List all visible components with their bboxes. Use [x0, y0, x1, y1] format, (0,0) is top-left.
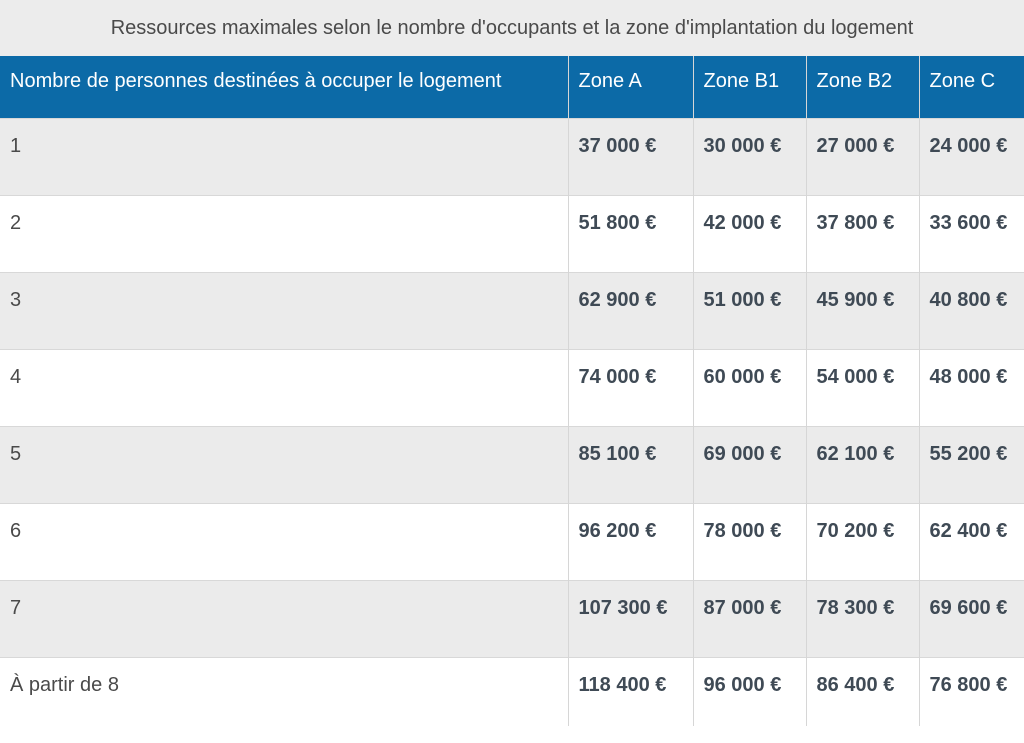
- header-zone-c: Zone C: [918, 56, 1024, 118]
- zone-c-cell: 76 800 €: [918, 656, 1024, 726]
- persons-cell: À partir de 8: [0, 656, 568, 726]
- table-body: 1 37 000 € 30 000 € 27 000 € 24 000 € 2 …: [0, 117, 1024, 726]
- zone-a-cell: 107 300 €: [567, 579, 693, 657]
- zone-a-cell: 118 400 €: [567, 656, 693, 726]
- zone-b1-cell: 51 000 €: [692, 271, 806, 349]
- zone-b2-cell: 70 200 €: [805, 502, 919, 580]
- table-header: Nombre de personnes destinées à occuper …: [0, 56, 1024, 118]
- zone-b1-cell: 78 000 €: [692, 502, 806, 580]
- table-row: 4 74 000 € 60 000 € 54 000 € 48 000 €: [0, 348, 1024, 426]
- persons-cell: 7: [0, 579, 568, 657]
- zone-a-cell: 85 100 €: [567, 425, 693, 503]
- persons-cell: 1: [0, 117, 568, 195]
- table-row: 3 62 900 € 51 000 € 45 900 € 40 800 €: [0, 271, 1024, 349]
- header-row: Nombre de personnes destinées à occuper …: [0, 56, 1024, 118]
- zone-c-cell: 69 600 €: [918, 579, 1024, 657]
- zone-c-cell: 24 000 €: [918, 117, 1024, 195]
- header-zone-b2: Zone B2: [805, 56, 919, 118]
- zone-b1-cell: 60 000 €: [692, 348, 806, 426]
- zone-b1-cell: 96 000 €: [692, 656, 806, 726]
- persons-cell: 2: [0, 194, 568, 272]
- zone-b2-cell: 54 000 €: [805, 348, 919, 426]
- zone-a-cell: 74 000 €: [567, 348, 693, 426]
- persons-cell: 3: [0, 271, 568, 349]
- zone-c-cell: 40 800 €: [918, 271, 1024, 349]
- persons-cell: 4: [0, 348, 568, 426]
- table-row: 7 107 300 € 87 000 € 78 300 € 69 600 €: [0, 579, 1024, 657]
- zone-a-cell: 62 900 €: [567, 271, 693, 349]
- zone-a-cell: 51 800 €: [567, 194, 693, 272]
- resource-limits-table: Ressources maximales selon le nombre d'o…: [0, 0, 1024, 726]
- zone-b2-cell: 62 100 €: [805, 425, 919, 503]
- zone-b2-cell: 27 000 €: [805, 117, 919, 195]
- header-persons: Nombre de personnes destinées à occuper …: [0, 56, 568, 118]
- zone-b2-cell: 78 300 €: [805, 579, 919, 657]
- zone-b1-cell: 30 000 €: [692, 117, 806, 195]
- zone-b1-cell: 87 000 €: [692, 579, 806, 657]
- table-row: 5 85 100 € 69 000 € 62 100 € 55 200 €: [0, 425, 1024, 503]
- table-row: 6 96 200 € 78 000 € 70 200 € 62 400 €: [0, 502, 1024, 580]
- zone-b2-cell: 37 800 €: [805, 194, 919, 272]
- zone-a-cell: 96 200 €: [567, 502, 693, 580]
- zone-b2-cell: 45 900 €: [805, 271, 919, 349]
- zone-b1-cell: 42 000 €: [692, 194, 806, 272]
- persons-cell: 6: [0, 502, 568, 580]
- header-zone-a: Zone A: [567, 56, 693, 118]
- table-row: 1 37 000 € 30 000 € 27 000 € 24 000 €: [0, 117, 1024, 195]
- zone-c-cell: 55 200 €: [918, 425, 1024, 503]
- table-row: À partir de 8 118 400 € 96 000 € 86 400 …: [0, 656, 1024, 726]
- persons-cell: 5: [0, 425, 568, 503]
- header-zone-b1: Zone B1: [692, 56, 806, 118]
- zone-c-cell: 33 600 €: [918, 194, 1024, 272]
- table-row: 2 51 800 € 42 000 € 37 800 € 33 600 €: [0, 194, 1024, 272]
- zone-b1-cell: 69 000 €: [692, 425, 806, 503]
- zone-b2-cell: 86 400 €: [805, 656, 919, 726]
- table-caption: Ressources maximales selon le nombre d'o…: [0, 0, 1024, 56]
- zone-a-cell: 37 000 €: [567, 117, 693, 195]
- zone-c-cell: 48 000 €: [918, 348, 1024, 426]
- zone-c-cell: 62 400 €: [918, 502, 1024, 580]
